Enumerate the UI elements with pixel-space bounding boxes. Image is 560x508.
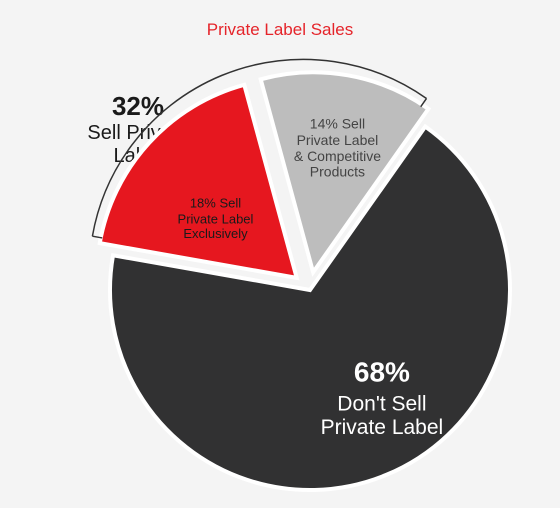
pie-chart: 68%Don't SellPrivate Label18% SellPrivat…: [0, 0, 560, 508]
chart-container: Private Label Sales 32% Sell PrivateLabe…: [0, 0, 560, 508]
slice-exclusive: [100, 85, 297, 278]
